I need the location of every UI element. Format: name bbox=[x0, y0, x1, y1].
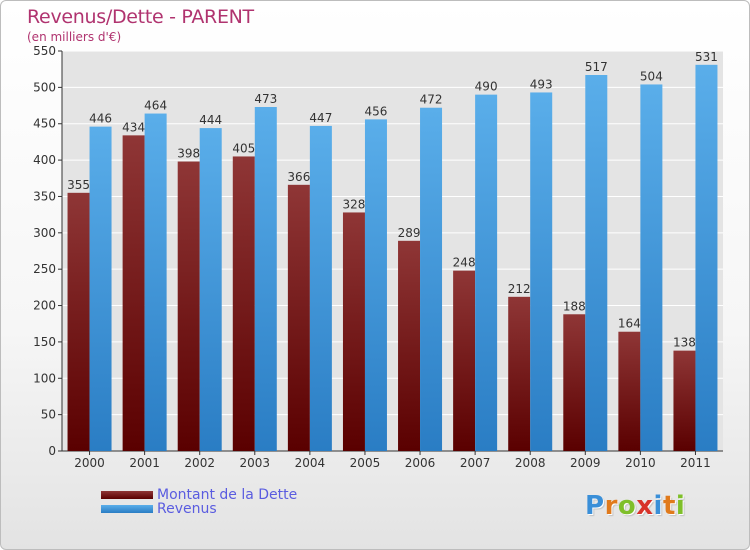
value-label-revenus: 456 bbox=[365, 104, 388, 118]
logo-letter: i bbox=[653, 491, 663, 521]
legend-swatch-revenus bbox=[101, 505, 153, 513]
value-label-dette: 138 bbox=[673, 336, 696, 350]
y-tick-label: 200 bbox=[33, 299, 56, 313]
x-tick-label: 2000 bbox=[74, 456, 105, 470]
bar-revenus bbox=[420, 107, 443, 452]
bar-revenus bbox=[199, 128, 222, 451]
bar-dette bbox=[673, 350, 696, 451]
y-tick-label: 500 bbox=[33, 80, 56, 94]
value-label-dette: 355 bbox=[67, 178, 90, 192]
value-label-revenus: 447 bbox=[309, 111, 332, 125]
y-tick-label: 50 bbox=[41, 408, 56, 422]
x-tick-label: 2011 bbox=[680, 456, 711, 470]
proxiti-logo: Proxiti bbox=[585, 491, 685, 521]
bar-revenus bbox=[695, 64, 718, 451]
value-label-revenus: 464 bbox=[144, 99, 167, 113]
x-tick-label: 2009 bbox=[570, 456, 601, 470]
value-label-revenus: 444 bbox=[199, 113, 222, 127]
y-tick-label: 550 bbox=[33, 44, 56, 58]
plot-area bbox=[62, 51, 723, 451]
value-label-revenus: 531 bbox=[695, 50, 718, 64]
x-tick-label: 2002 bbox=[184, 456, 215, 470]
legend-label-dette: Montant de la Dette bbox=[157, 487, 298, 503]
bar-dette bbox=[287, 184, 310, 451]
value-label-revenus: 504 bbox=[640, 69, 663, 83]
bar-dette bbox=[398, 240, 421, 451]
y-tick-label: 400 bbox=[33, 153, 56, 167]
bar-revenus bbox=[364, 119, 387, 451]
bar-dette bbox=[177, 161, 200, 451]
x-tick-label: 2007 bbox=[460, 456, 491, 470]
logo-letter: P bbox=[585, 491, 605, 521]
y-tick-label: 100 bbox=[33, 371, 56, 385]
value-label-dette: 248 bbox=[453, 256, 476, 270]
bar-revenus bbox=[254, 107, 277, 451]
bar-dette bbox=[563, 314, 586, 451]
value-label-revenus: 473 bbox=[254, 92, 277, 106]
chart-subtitle: (en milliers d'€) bbox=[27, 30, 122, 44]
value-label-revenus: 490 bbox=[475, 80, 498, 94]
bar-revenus bbox=[144, 113, 167, 451]
logo-letter: r bbox=[604, 491, 618, 521]
value-label-revenus: 472 bbox=[420, 93, 443, 107]
value-label-dette: 366 bbox=[287, 170, 310, 184]
bar-revenus bbox=[475, 94, 498, 452]
bar-revenus bbox=[585, 75, 608, 451]
value-label-dette: 405 bbox=[232, 141, 255, 155]
x-tick-label: 2010 bbox=[625, 456, 656, 470]
bar-dette bbox=[122, 135, 145, 451]
bar-dette bbox=[508, 296, 531, 451]
logo-letter: x bbox=[636, 491, 654, 521]
value-label-dette: 188 bbox=[563, 299, 586, 313]
value-label-dette: 398 bbox=[177, 147, 200, 161]
bar-dette bbox=[232, 156, 255, 452]
legend-label-revenus: Revenus bbox=[157, 501, 217, 517]
y-tick-label: 300 bbox=[33, 226, 56, 240]
bar-dette bbox=[67, 192, 90, 451]
x-tick-label: 2008 bbox=[515, 456, 546, 470]
y-tick-label: 350 bbox=[33, 189, 56, 203]
value-label-dette: 164 bbox=[618, 317, 641, 331]
x-tick-label: 2003 bbox=[240, 456, 271, 470]
legend-swatch-dette bbox=[101, 491, 153, 499]
bar-revenus bbox=[530, 92, 553, 452]
value-label-dette: 289 bbox=[398, 226, 421, 240]
chart-title: Revenus/Dette - PARENT bbox=[27, 6, 254, 28]
logo-letter: o bbox=[617, 491, 637, 521]
bar-revenus bbox=[309, 125, 332, 451]
value-label-revenus: 517 bbox=[585, 60, 608, 74]
logo-letter: t bbox=[662, 491, 676, 521]
bar-dette bbox=[453, 270, 476, 451]
y-tick-label: 450 bbox=[33, 117, 56, 131]
value-label-revenus: 493 bbox=[530, 77, 553, 91]
bar-dette bbox=[342, 212, 365, 451]
value-label-dette: 328 bbox=[343, 197, 366, 211]
bar-revenus bbox=[89, 126, 112, 452]
value-label-revenus: 446 bbox=[89, 112, 112, 126]
value-label-dette: 434 bbox=[122, 120, 145, 134]
bar-revenus bbox=[640, 84, 663, 452]
x-tick-label: 2004 bbox=[295, 456, 326, 470]
x-tick-label: 2006 bbox=[405, 456, 436, 470]
value-label-dette: 212 bbox=[508, 282, 531, 296]
y-tick-label: 0 bbox=[48, 444, 56, 458]
x-tick-label: 2005 bbox=[350, 456, 381, 470]
y-tick-label: 250 bbox=[33, 262, 56, 276]
logo-letter: i bbox=[675, 491, 686, 521]
y-tick-label: 150 bbox=[33, 335, 56, 349]
bar-dette bbox=[618, 331, 641, 451]
x-tick-label: 2001 bbox=[129, 456, 160, 470]
